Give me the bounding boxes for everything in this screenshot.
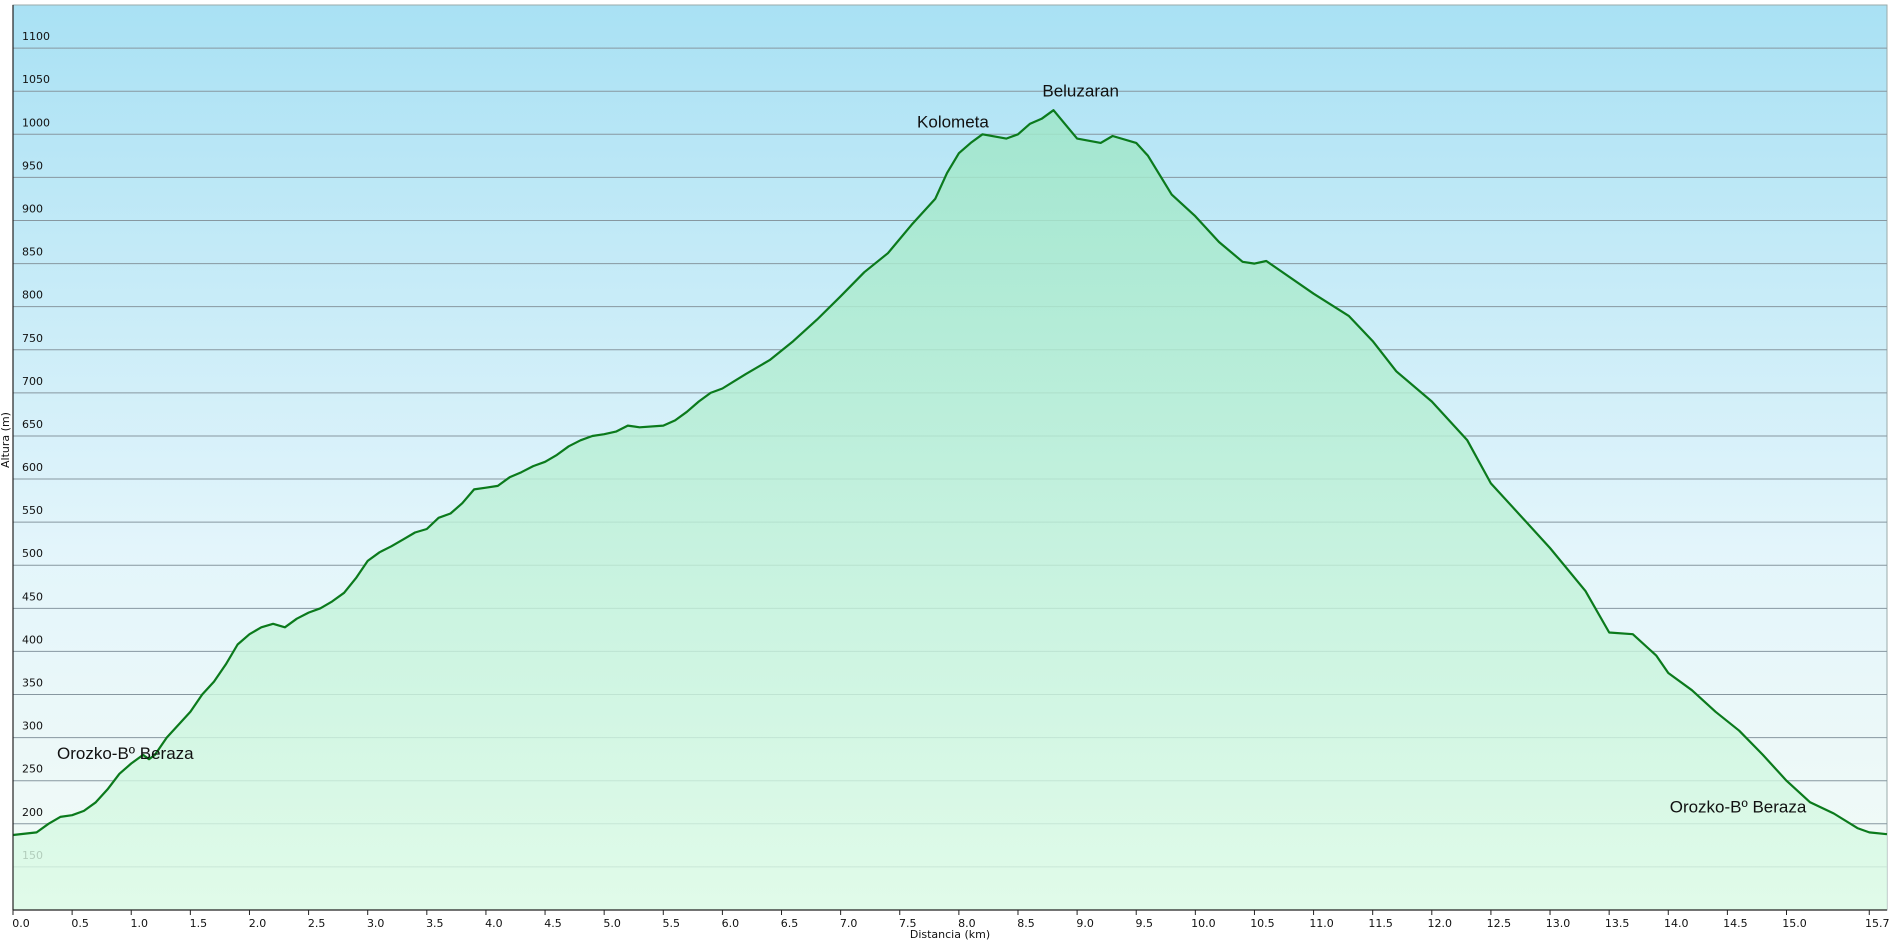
y-tick-label: 250	[22, 763, 43, 776]
y-tick-label: 850	[22, 246, 43, 259]
x-tick-label: 3.5	[426, 917, 444, 930]
elevation-line	[12, 109, 1888, 837]
y-tick-label: 550	[22, 504, 43, 517]
y-tick-label: 1050	[22, 73, 50, 86]
x-tick-label: 5.5	[663, 917, 681, 930]
y-tick-label: 900	[22, 202, 43, 215]
x-tick-label: 12.5	[1487, 917, 1512, 930]
x-tick-label: 13.0	[1546, 917, 1571, 930]
x-tick-label: 14.5	[1723, 917, 1748, 930]
x-tick-label: 14.0	[1664, 917, 1689, 930]
x-tick-label: 13.5	[1605, 917, 1630, 930]
y-tick-label: 600	[22, 461, 43, 474]
y-tick-label: 450	[22, 590, 43, 603]
x-tick-label: 9.0	[1076, 917, 1094, 930]
x-tick-label: 11.5	[1368, 917, 1393, 930]
x-tick-label: 5.0	[603, 917, 621, 930]
y-tick-label: 200	[22, 806, 43, 819]
x-tick-label: 8.5	[1017, 917, 1035, 930]
area-fill	[13, 110, 1887, 910]
y-tick-label: 800	[22, 289, 43, 302]
x-tick-label: 6.5	[781, 917, 799, 930]
x-tick-label: 0.5	[71, 917, 89, 930]
waypoint-label: Kolometa	[917, 112, 989, 131]
y-tick-label: 300	[22, 720, 43, 733]
x-tick-label: 2.0	[249, 917, 267, 930]
x-tick-label: 2.5	[308, 917, 326, 930]
y-axis-title: Altura (m)	[0, 412, 12, 468]
y-tick-label: 500	[22, 547, 43, 560]
y-tick-label: 1100	[22, 30, 50, 43]
y-tick-label: 400	[22, 633, 43, 646]
y-tick-label: 350	[22, 677, 43, 690]
waypoint-label: Orozko-Bº Beraza	[57, 744, 194, 763]
x-tick-label: 4.0	[485, 917, 503, 930]
x-tick-label: 0.0	[12, 917, 30, 930]
x-tick-label: 11.0	[1309, 917, 1334, 930]
y-tick-label: 950	[22, 159, 43, 172]
x-tick-label: 15.0	[1782, 917, 1807, 930]
y-tick-label: 750	[22, 332, 43, 345]
x-tick-label: 6.0	[722, 917, 740, 930]
x-tick-label: 3.0	[367, 917, 385, 930]
x-tick-label: 10.5	[1250, 917, 1275, 930]
x-tick-label: 1.0	[130, 917, 148, 930]
waypoint-label: Orozko-Bº Beraza	[1670, 798, 1807, 817]
x-tick-label: 4.5	[544, 917, 562, 930]
x-tick-label: 10.0	[1191, 917, 1216, 930]
waypoint-label: Beluzaran	[1042, 81, 1119, 100]
x-tick-label: 7.5	[899, 917, 917, 930]
x-tick-label: 12.0	[1428, 917, 1453, 930]
y-tick-label: 700	[22, 375, 43, 388]
x-tick-label: 8.0	[958, 917, 976, 930]
y-tick-label: 650	[22, 418, 43, 431]
x-tick-label: 15.7	[1865, 917, 1890, 930]
y-tick-label: 1000	[22, 116, 50, 129]
x-axis-title: Distancia (km)	[910, 928, 990, 940]
x-tick-label: 7.0	[840, 917, 858, 930]
x-tick-label: 9.5	[1135, 917, 1153, 930]
x-tick-label: 1.5	[190, 917, 208, 930]
